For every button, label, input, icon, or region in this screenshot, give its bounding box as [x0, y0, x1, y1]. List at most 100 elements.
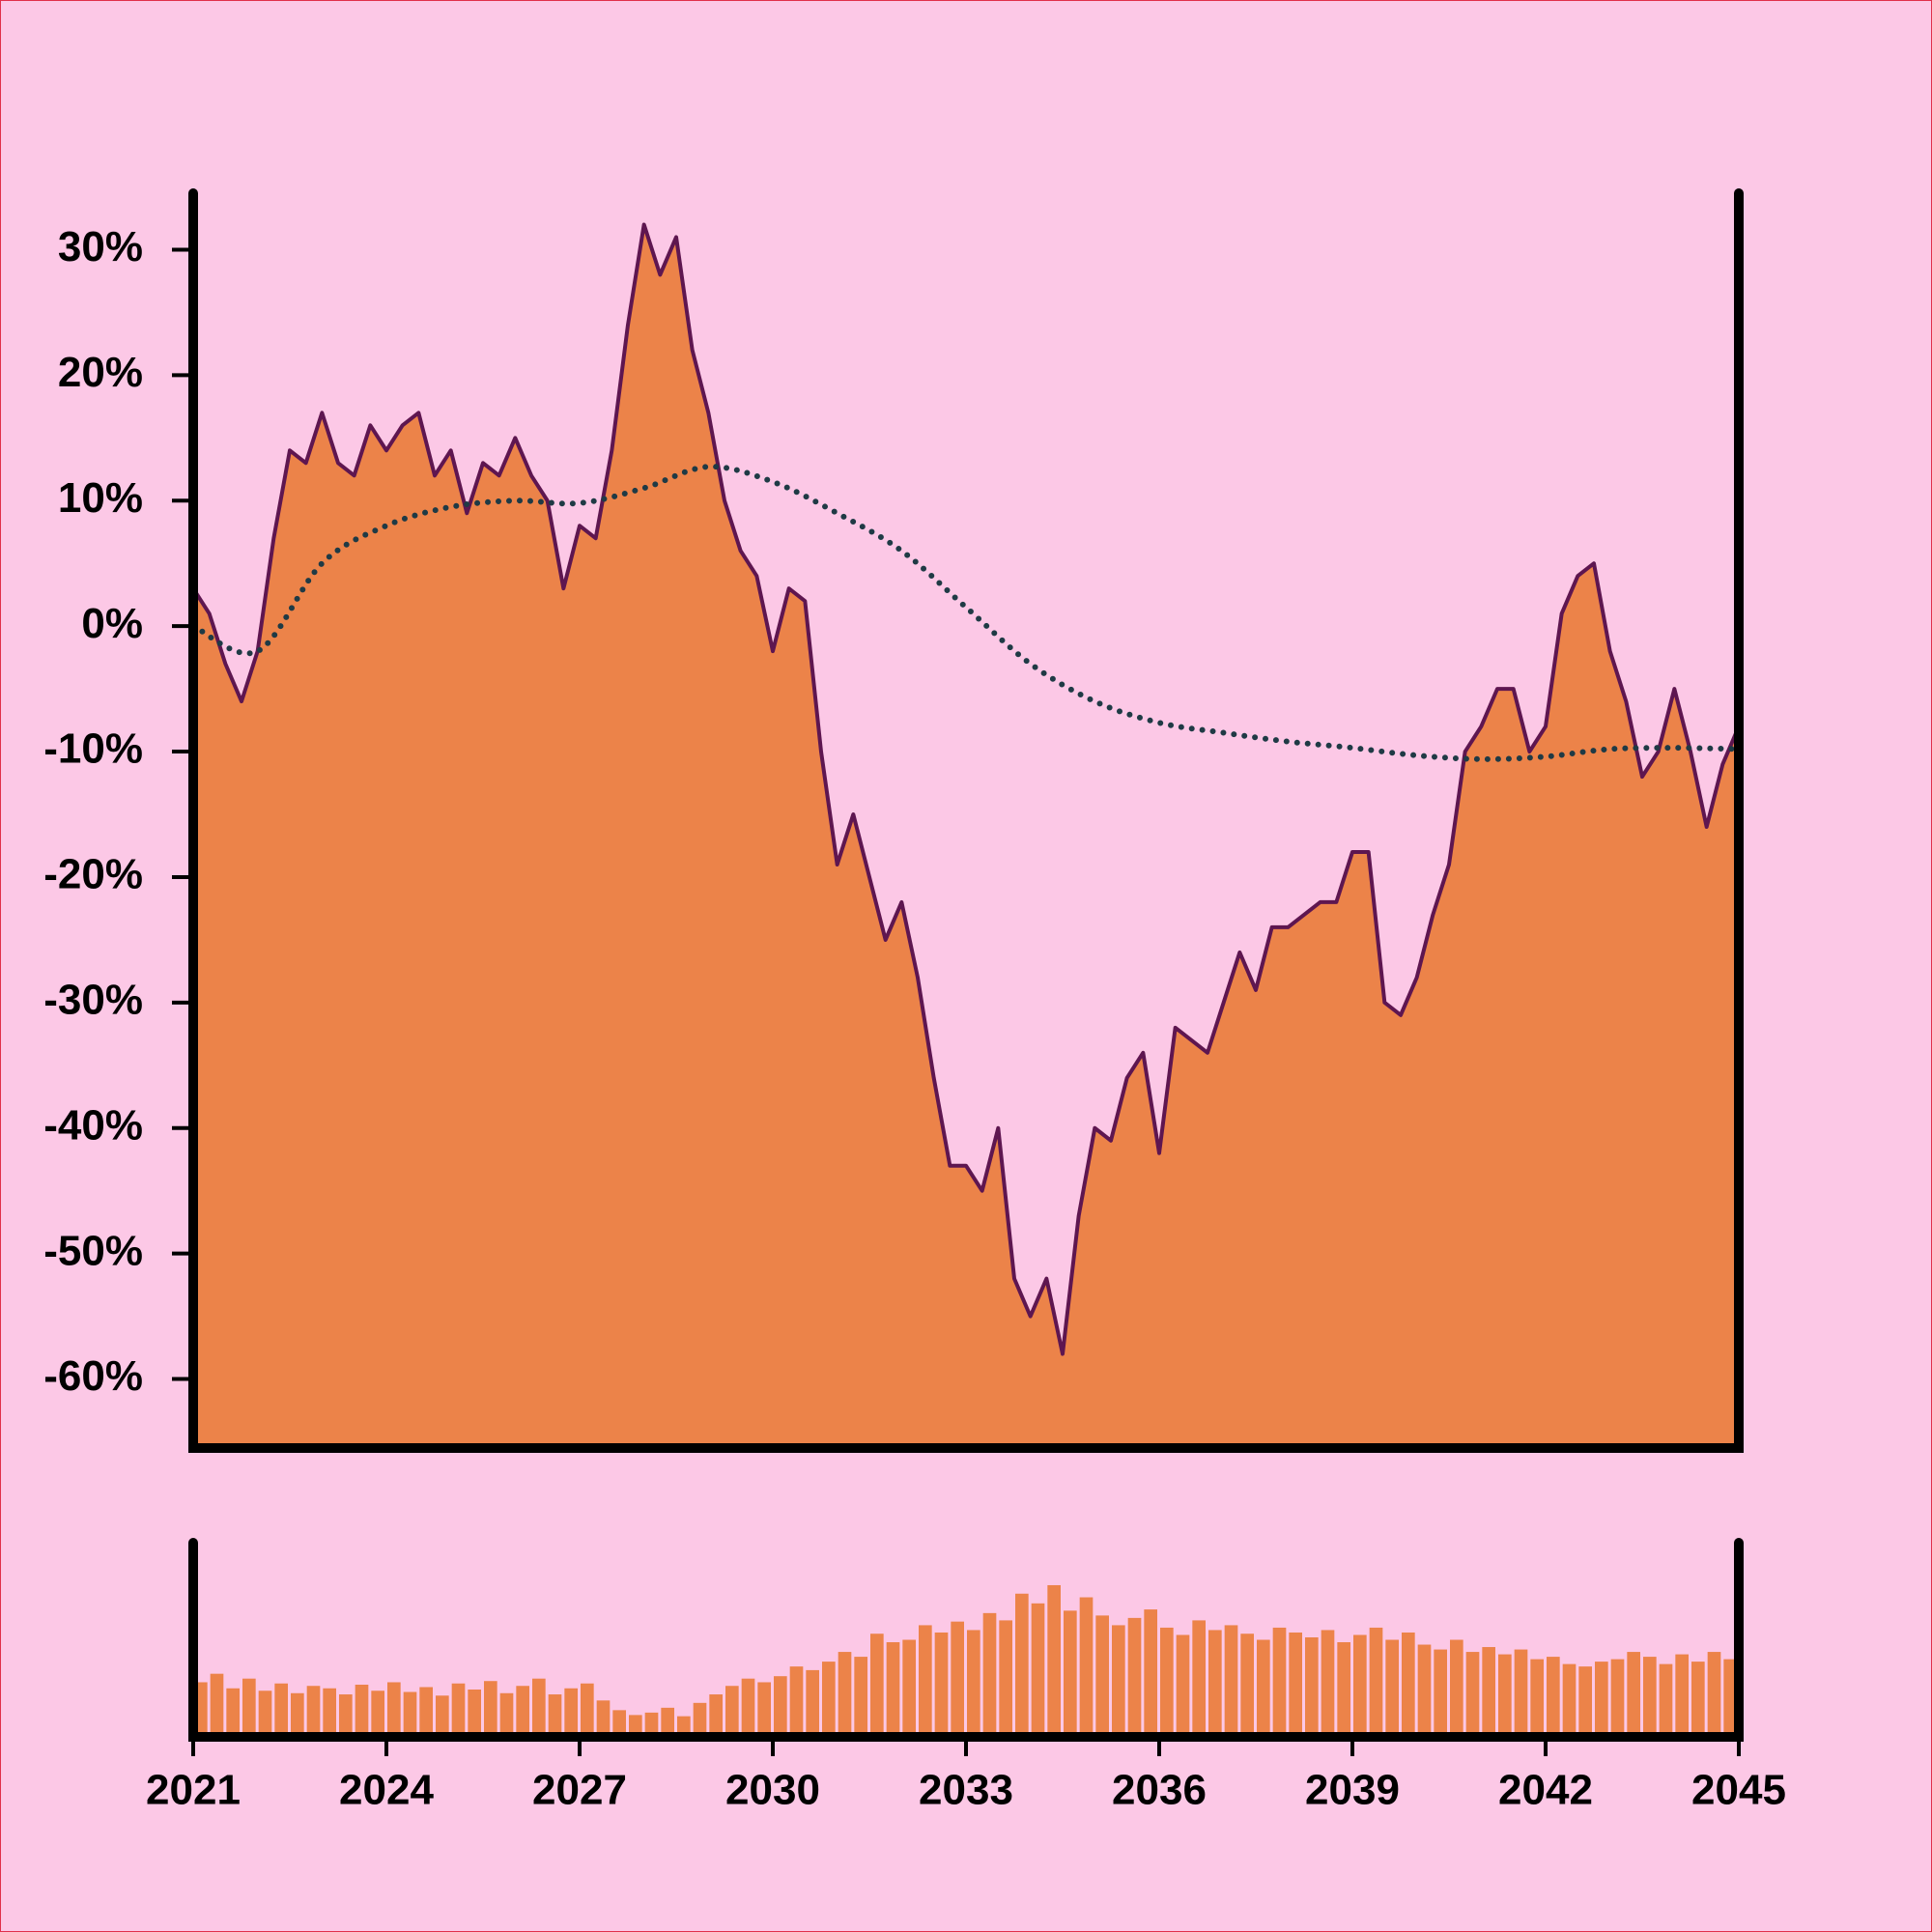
volume-bar [774, 1676, 787, 1737]
x-tick-label: 2039 [1305, 1767, 1400, 1814]
volume-bar [838, 1652, 852, 1737]
volume-bar [1417, 1644, 1432, 1737]
volume-bar [468, 1690, 481, 1737]
volume-bar [1337, 1642, 1350, 1737]
volume-bar [629, 1715, 642, 1737]
volume-bar [1675, 1654, 1689, 1737]
volume-bar [1353, 1634, 1367, 1737]
x-tick-label: 2030 [725, 1767, 820, 1814]
volume-bar [339, 1694, 353, 1737]
volume-bar [355, 1684, 369, 1737]
volume-bar [1015, 1593, 1029, 1737]
volume-bar [693, 1702, 707, 1737]
volume-bar [1482, 1647, 1495, 1737]
volume-bar [612, 1710, 626, 1737]
volume-bar [1112, 1625, 1125, 1737]
axis-spine [188, 1538, 1744, 1742]
volume-bar [822, 1662, 836, 1737]
volume-bar [1272, 1627, 1287, 1737]
volume-bar [1192, 1620, 1206, 1737]
volume-bar [1305, 1636, 1319, 1737]
volume-bar [741, 1678, 755, 1737]
volume-bar [1627, 1652, 1640, 1737]
volume-bar [1369, 1627, 1383, 1737]
volume-bar [1610, 1659, 1625, 1737]
volume-bar [1224, 1625, 1238, 1737]
y-tick-label: -50% [43, 1227, 143, 1274]
volume-bar [371, 1690, 384, 1737]
volume-bar [242, 1678, 256, 1737]
volume-bar [403, 1691, 417, 1737]
volume-bar [789, 1666, 804, 1737]
volume-bar [644, 1712, 659, 1737]
area-line [191, 222, 1741, 1356]
y-tick-label: 30% [58, 223, 143, 270]
y-tick-label: 0% [81, 600, 143, 647]
volume-bar [1547, 1657, 1560, 1737]
volume-bar [1289, 1632, 1302, 1737]
volume-bar [1723, 1659, 1737, 1737]
volume-bar [387, 1682, 401, 1737]
volume-bar [419, 1687, 433, 1737]
volume-bar [902, 1639, 916, 1737]
volume-bar [1578, 1666, 1592, 1737]
volume-bar [532, 1678, 546, 1737]
volume-bar [1402, 1632, 1415, 1737]
volume-bar [1450, 1639, 1463, 1737]
x-tick-label: 2036 [1112, 1767, 1207, 1814]
volume-bar [870, 1634, 884, 1737]
y-tick-label: 10% [58, 474, 143, 522]
volume-bar [1659, 1663, 1673, 1737]
volume-bar [1691, 1662, 1705, 1737]
volume-bar [934, 1632, 949, 1737]
x-tick-label: 2045 [1691, 1767, 1786, 1814]
volume-bar [451, 1683, 466, 1737]
volume-bar [806, 1669, 819, 1737]
volume-bar [1064, 1610, 1077, 1737]
volume-bar [1514, 1649, 1528, 1737]
volume-bar [1465, 1652, 1480, 1737]
volume-bar [581, 1683, 594, 1737]
volume-bar [258, 1690, 272, 1737]
y-tick-label: -40% [43, 1101, 143, 1149]
volume-bar [596, 1700, 611, 1737]
volume-bar [1530, 1659, 1544, 1737]
volume-bar [661, 1707, 674, 1737]
volume-bar [1095, 1615, 1109, 1737]
volume-bar [1257, 1639, 1270, 1737]
volume-bar [548, 1694, 562, 1737]
volume-bar [1321, 1630, 1335, 1737]
volume-bar [1434, 1649, 1447, 1737]
x-tick-label: 2042 [1498, 1767, 1593, 1814]
y-tick-label: 20% [58, 349, 143, 396]
volume-bar [1208, 1630, 1222, 1737]
x-tick-label: 2024 [339, 1767, 434, 1814]
volume-bar [854, 1657, 867, 1737]
x-tick-label: 2027 [532, 1767, 627, 1814]
volume-bar [1385, 1639, 1399, 1737]
volume-bar [436, 1695, 449, 1737]
volume-bar [709, 1694, 723, 1737]
volume-bar [323, 1688, 336, 1737]
volume-bar [999, 1620, 1012, 1737]
volume-bar [1047, 1584, 1061, 1737]
volume-bar [919, 1625, 932, 1737]
axis-spine [188, 188, 1744, 1453]
volume-bar [982, 1612, 997, 1737]
volume-panel: 2021 2024 2027 2030 2033 2036 2039 2042 2045 [146, 1538, 1786, 1814]
volume-bar [1127, 1617, 1142, 1737]
y-tick-label: -20% [43, 851, 143, 898]
x-tick-label: 2033 [919, 1767, 1013, 1814]
volume-bar [1498, 1654, 1512, 1737]
volume-bar [210, 1673, 224, 1737]
trend-line [190, 464, 1742, 762]
volume-bar [564, 1688, 578, 1737]
volume-bar [725, 1686, 739, 1737]
y-tick-label: -30% [43, 976, 143, 1023]
volume-bar [1240, 1634, 1254, 1737]
volume-bar [757, 1682, 771, 1737]
volume-bar [274, 1683, 288, 1737]
volume-bar [967, 1630, 980, 1737]
volume-bar [1643, 1657, 1657, 1737]
